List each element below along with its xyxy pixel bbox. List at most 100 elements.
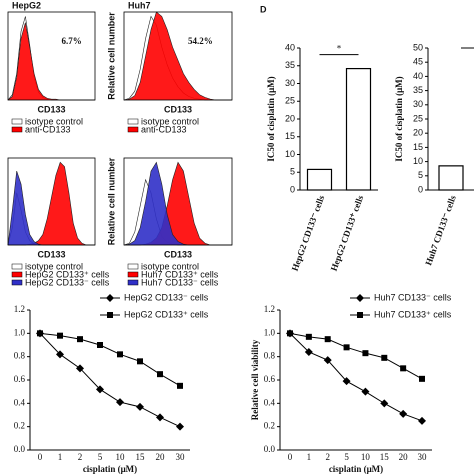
legend-label: HepG2 CD133⁻ cells [25, 277, 110, 287]
y-tick-label: 0.0 [264, 444, 276, 454]
marker [305, 333, 312, 340]
marker [304, 348, 313, 356]
y-tick-label: 0 [290, 184, 295, 194]
marker [77, 336, 83, 343]
marker [418, 416, 426, 425]
legend-marker [106, 294, 114, 302]
legend-label: isotype control [25, 116, 83, 126]
y-tick-label: 35 [413, 85, 423, 95]
plot-frame [123, 11, 233, 101]
y-tick-label: 0.2 [264, 421, 275, 431]
series-line [289, 332, 423, 422]
panel-title: HepG2 [12, 0, 41, 10]
legend-label: anti-CD133 [141, 124, 187, 134]
panel-label: D [260, 4, 267, 14]
y-tick-label: 15 [285, 131, 295, 141]
marker [381, 354, 388, 361]
x-tick-label: 2 [78, 452, 83, 462]
histogram-area [123, 11, 232, 101]
marker [37, 330, 43, 337]
marker [176, 422, 184, 431]
x-tick-label: 15 [136, 452, 146, 462]
x-tick-label: HepG2 CD133⁺ cells [329, 194, 366, 273]
marker [177, 382, 183, 389]
x-tick-label: 20 [156, 452, 166, 462]
x-tick-label: 1 [58, 452, 63, 462]
marker [76, 364, 84, 373]
y-tick-label: 35 [285, 60, 295, 70]
marker [137, 358, 143, 365]
y-tick-label: 5 [290, 167, 295, 177]
x-tick-label: 20 [399, 452, 409, 462]
y-tick-label: 25 [413, 113, 423, 123]
y-tick-label: 0.6 [14, 374, 26, 384]
marker [380, 399, 389, 408]
x-tick-label: 5 [344, 452, 349, 462]
x-tick-label: 0 [38, 452, 43, 462]
x-tick-label: 1 [307, 452, 312, 462]
legend-label: HepG2 CD133⁺ cells [25, 269, 110, 279]
y-tick-label: 50 [413, 42, 423, 52]
percentage: 6.7% [62, 36, 82, 46]
legend-swatch [127, 263, 139, 270]
y-tick-label: 0.6 [264, 374, 276, 384]
marker [287, 330, 293, 337]
marker [419, 375, 425, 382]
legend-swatch [11, 118, 23, 125]
y-axis-label: IC50 of cisplatin (μM) [266, 76, 276, 161]
y-tick-label: 30 [413, 99, 423, 109]
y-axis-label: Relative cell number [106, 157, 116, 245]
x-tick-label: 10 [361, 452, 371, 462]
legend-label: Huh7 CD133⁺ cells [374, 309, 452, 319]
legend-swatch [11, 126, 23, 133]
y-tick-label: 20 [285, 113, 295, 123]
y-tick-label: 0 [418, 184, 423, 194]
legend-label: Huh7 CD133⁺ cells [141, 269, 219, 279]
marker [343, 344, 350, 351]
legend-swatch [11, 279, 23, 286]
legend-marker [356, 294, 364, 302]
marker [399, 409, 408, 418]
legend-label: HepG2 CD133⁻ cells [124, 292, 209, 302]
marker [400, 365, 407, 372]
y-tick-label: 0.4 [14, 397, 26, 407]
legend-marker [107, 312, 113, 318]
y-tick-label: 10 [413, 156, 423, 166]
x-tick-label: 0 [288, 452, 293, 462]
x-axis-label: CD133 [164, 104, 192, 114]
y-tick-label: 15 [413, 142, 423, 152]
legend-label: HepG2 CD133⁺ cells [124, 309, 209, 319]
y-tick-label: 25 [285, 96, 295, 106]
bar [438, 165, 464, 191]
marker [324, 336, 331, 343]
y-tick-label: 1.0 [264, 327, 276, 337]
y-tick-label: 45 [413, 57, 423, 67]
y-tick-label: 1.0 [14, 327, 26, 337]
marker [136, 402, 144, 411]
legend-label: isotype control [25, 261, 83, 271]
x-tick-label: 15 [380, 452, 390, 462]
marker [97, 342, 103, 348]
x-tick-label: 5 [98, 452, 103, 462]
legend-swatch [127, 271, 139, 278]
y-tick-label: 1.2 [14, 304, 25, 314]
legend-swatch [127, 279, 139, 286]
x-axis-label: cisplatin (μM) [83, 464, 137, 474]
y-tick-label: 20 [413, 128, 423, 138]
legend-marker [357, 312, 363, 318]
marker [342, 377, 351, 386]
series-line [289, 332, 423, 380]
marker [96, 385, 104, 394]
y-tick-label: 1.2 [264, 304, 275, 314]
y-tick-label: 40 [285, 42, 295, 52]
x-tick-label: HepG2 CD133⁻ cells [290, 194, 327, 273]
y-axis-label: Relative cell viability [250, 339, 260, 420]
panel-title: Huh7 [128, 0, 151, 10]
bar [306, 168, 333, 191]
x-axis-label: CD133 [37, 249, 65, 259]
y-tick-label: 5 [418, 170, 423, 180]
y-axis-label: IC50 of cisplatin (μM) [394, 76, 404, 161]
y-tick-label: 0.4 [264, 397, 276, 407]
legend-swatch [127, 118, 139, 125]
